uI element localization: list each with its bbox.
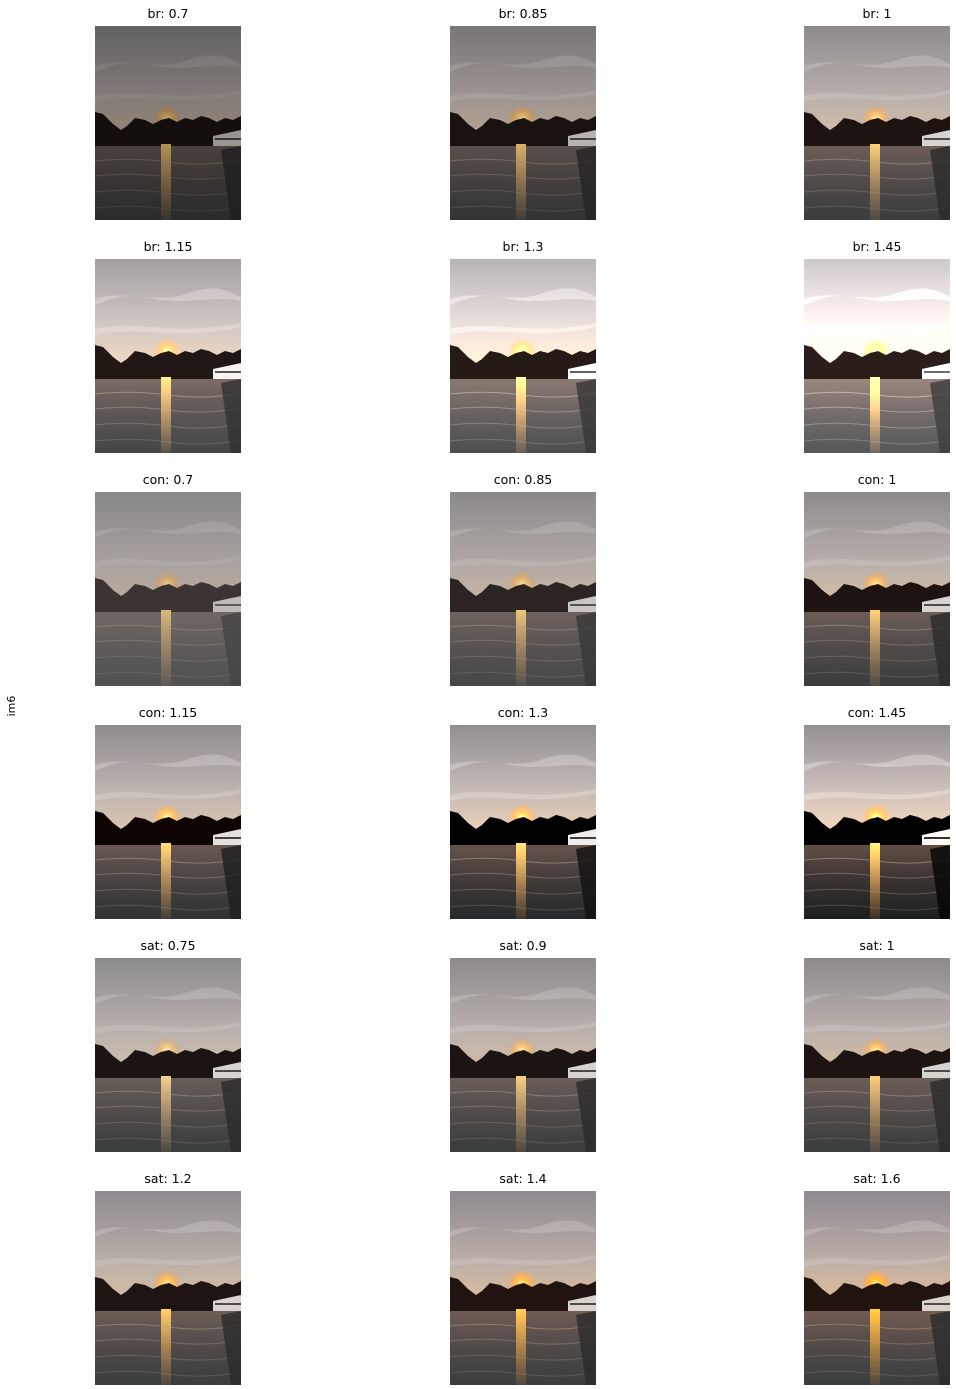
sunset-photo bbox=[804, 958, 950, 1152]
sunset-photo bbox=[804, 1191, 950, 1385]
cell-title: br: 1.3 bbox=[502, 239, 544, 254]
cell-title: con: 1.45 bbox=[847, 705, 907, 720]
row-label: im6 bbox=[5, 695, 18, 717]
sunset-photo bbox=[95, 492, 241, 686]
sunset-photo bbox=[95, 1191, 241, 1385]
sunset-photo bbox=[450, 725, 596, 919]
sunset-photo bbox=[804, 259, 950, 453]
sunset-photo bbox=[804, 492, 950, 686]
cell-title: sat: 1 bbox=[859, 938, 895, 953]
sunset-photo bbox=[450, 492, 596, 686]
sunset-photo bbox=[450, 259, 596, 453]
cell-title: br: 1.15 bbox=[143, 239, 193, 254]
sunset-photo bbox=[95, 725, 241, 919]
cell-title: br: 1.45 bbox=[852, 239, 902, 254]
sunset-photo bbox=[804, 26, 950, 220]
cell-title: br: 1 bbox=[862, 6, 892, 21]
cell-title: con: 0.85 bbox=[493, 472, 553, 487]
cell-title: con: 1.3 bbox=[497, 705, 549, 720]
sunset-photo bbox=[95, 26, 241, 220]
cell-title: con: 0.7 bbox=[142, 472, 194, 487]
sunset-photo bbox=[450, 26, 596, 220]
sunset-photo bbox=[95, 958, 241, 1152]
cell-title: sat: 1.4 bbox=[499, 1171, 547, 1186]
cell-title: sat: 1.2 bbox=[144, 1171, 192, 1186]
cell-title: sat: 0.9 bbox=[499, 938, 547, 953]
cell-title: sat: 0.75 bbox=[140, 938, 196, 953]
sunset-photo bbox=[450, 958, 596, 1152]
cell-title: con: 1.15 bbox=[138, 705, 198, 720]
cell-title: br: 0.85 bbox=[498, 6, 548, 21]
sunset-photo bbox=[450, 1191, 596, 1385]
sunset-photo bbox=[95, 259, 241, 453]
cell-title: con: 1 bbox=[857, 472, 897, 487]
cell-title: br: 0.7 bbox=[147, 6, 189, 21]
sunset-photo bbox=[804, 725, 950, 919]
cell-title: sat: 1.6 bbox=[853, 1171, 901, 1186]
